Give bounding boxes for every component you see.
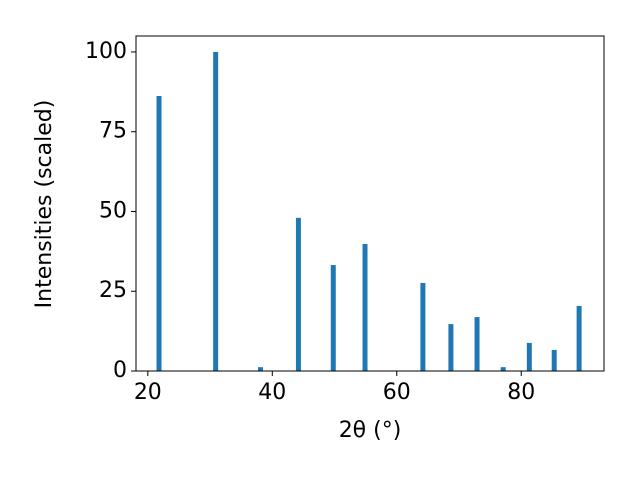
y-tick-label: 0 xyxy=(113,358,127,383)
bar xyxy=(448,324,454,371)
x-tick-label: 20 xyxy=(134,380,162,405)
bar xyxy=(420,282,426,371)
bar xyxy=(156,95,162,371)
plot-frame xyxy=(135,35,605,372)
x-axis-label: 2θ (°) xyxy=(339,418,402,443)
x-tick-label: 80 xyxy=(507,380,535,405)
x-tick-label: 60 xyxy=(383,380,411,405)
x-tick-label: 40 xyxy=(258,380,286,405)
bar xyxy=(213,51,219,371)
y-tick-label: 50 xyxy=(99,198,127,223)
bar xyxy=(330,265,336,371)
bar xyxy=(362,244,368,371)
y-axis-label: Intensities (scaled) xyxy=(32,100,57,309)
bar xyxy=(551,349,557,371)
bar xyxy=(474,317,480,371)
bar xyxy=(257,367,263,371)
y-tick-label: 25 xyxy=(99,278,127,303)
bar xyxy=(295,217,301,371)
y-tick-label: 100 xyxy=(85,39,127,64)
bar xyxy=(576,305,582,371)
bar xyxy=(500,367,506,371)
y-tick-label: 75 xyxy=(99,119,127,144)
bar xyxy=(526,342,532,371)
